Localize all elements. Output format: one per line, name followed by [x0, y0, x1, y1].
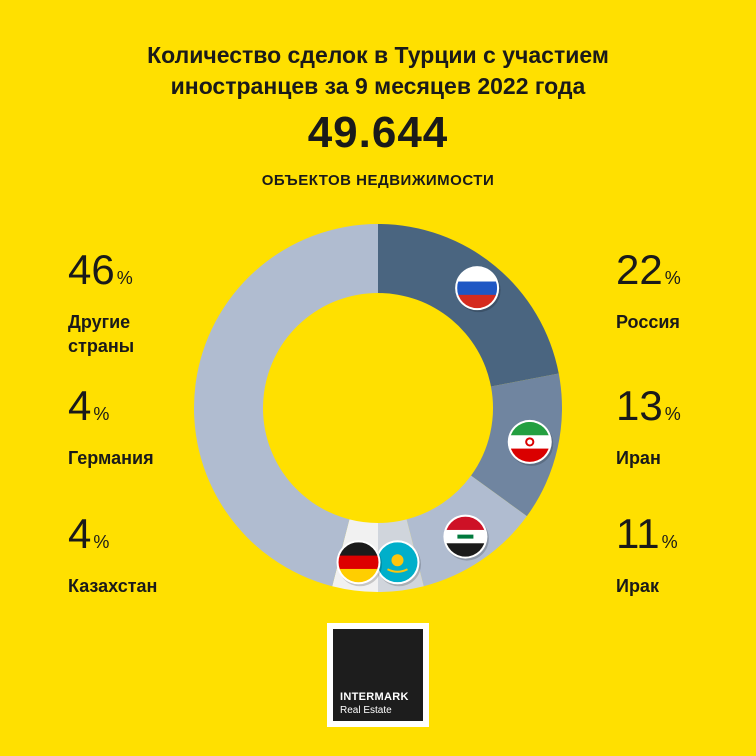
legend-value-iran: 13: [616, 382, 663, 429]
legend-label-other-line-2: страны: [68, 336, 135, 356]
legend-label-germany: Германия: [68, 448, 154, 468]
total-count-label: ОБЪЕКТОВ НЕДВИЖИМОСТИ: [261, 172, 495, 189]
legend-percent-sign: %: [664, 404, 681, 424]
chart-title-line-2: иностранцев за 9 месяцев 2022 года: [170, 73, 586, 99]
legend-label-iran: Иран: [616, 448, 661, 468]
chart-title-line-1: Количество сделок в Турции с участием: [147, 42, 609, 68]
iran-flag: [507, 419, 554, 466]
legend-item-iraq: 11% Ирак: [616, 512, 678, 598]
logo-name: INTERMARK: [340, 691, 409, 703]
total-count: 49.644: [307, 108, 449, 157]
russia-flag: [455, 266, 501, 313]
legend-percent-sign: %: [116, 268, 133, 288]
legend-label-russia: Россия: [616, 312, 680, 332]
kazakhstan-flag: [375, 540, 421, 587]
legend-value-germany: 4: [68, 382, 92, 429]
legend-item-germany: 4% Германия: [68, 384, 154, 470]
legend-value-kazakhstan: 4: [68, 510, 92, 557]
legend-label-other-line-1: Другие: [68, 312, 131, 332]
logo-subtitle: Real Estate: [340, 705, 392, 716]
legend-value-iraq: 11: [616, 510, 660, 557]
legend-value-russia: 22: [616, 246, 663, 293]
legend-percent-sign: %: [664, 268, 681, 288]
legend-item-iran: 13% Иран: [616, 384, 681, 470]
legend-percent-sign: %: [93, 532, 110, 552]
iraq-flag: [443, 514, 489, 561]
legend-value-other: 46: [68, 246, 115, 293]
germany-flag: [336, 540, 383, 587]
legend-label-kazakhstan: Казахстан: [68, 576, 158, 596]
legend-percent-sign: %: [93, 404, 110, 424]
legend-item-russia: 22% Россия: [616, 248, 681, 334]
intermark-logo: INTERMARK Real Estate: [327, 623, 429, 727]
legend-percent-sign: %: [661, 532, 678, 552]
logo-block: INTERMARK Real Estate: [333, 629, 423, 721]
chart-title: Количество сделок в Турции с участием ин…: [0, 40, 756, 102]
legend-label-iraq: Ирак: [616, 576, 659, 596]
slice-другие-страны: [193, 224, 378, 587]
legend-item-kazakhstan: 4% Казахстан: [68, 512, 157, 598]
legend-item-other: 46% Другие страны: [68, 248, 134, 358]
